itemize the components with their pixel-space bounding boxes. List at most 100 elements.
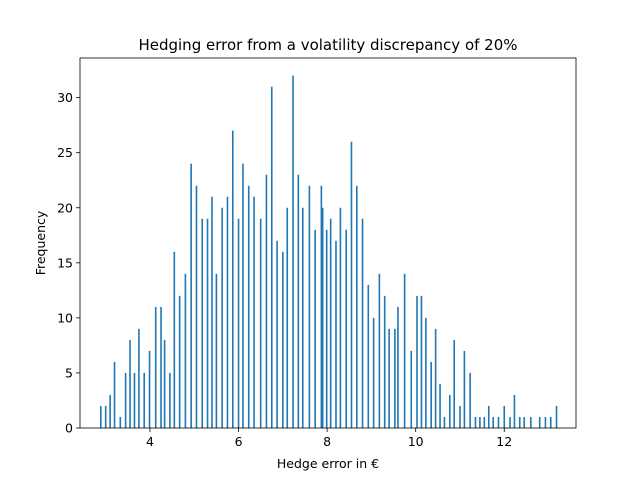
histogram-bar	[503, 405, 506, 428]
histogram-bar	[201, 218, 204, 428]
y-tick-label: 25	[57, 145, 73, 160]
bars-group	[100, 75, 558, 429]
histogram-bar	[474, 416, 477, 428]
histogram-bar	[383, 295, 386, 428]
histogram-bar	[513, 394, 516, 428]
histogram-bar	[124, 372, 127, 428]
histogram-bar	[231, 130, 234, 428]
histogram-bar	[242, 163, 244, 428]
histogram-bar	[538, 416, 541, 428]
histogram-bar	[154, 306, 157, 428]
histogram-bar	[403, 273, 406, 428]
histogram-bar	[329, 218, 332, 428]
histogram-bar	[388, 328, 390, 428]
histogram-bar	[265, 174, 268, 428]
histogram-bar	[308, 185, 311, 428]
y-tick-label: 5	[65, 365, 73, 380]
histogram-bar	[143, 372, 146, 428]
plot-frame	[79, 57, 577, 429]
histogram-bar	[206, 218, 209, 428]
histogram-bar	[178, 295, 181, 428]
histogram-bar	[483, 416, 486, 428]
histogram-bar	[492, 416, 494, 428]
y-tick-label: 0	[65, 421, 73, 436]
histogram-bar	[555, 405, 558, 428]
histogram-bar	[301, 207, 304, 428]
x-axis: 4 6 8 10 12	[146, 428, 512, 449]
histogram-bar	[434, 328, 437, 428]
histogram-bar	[378, 273, 381, 428]
histogram-bar	[394, 328, 396, 428]
histogram-bar	[397, 306, 399, 428]
histogram-bar	[276, 240, 278, 428]
histogram-bar	[425, 317, 427, 428]
histogram-bar	[430, 361, 432, 428]
histogram-bar	[410, 350, 413, 428]
histogram-bar	[320, 185, 323, 428]
y-tick-label: 10	[57, 310, 73, 325]
histogram-bar	[133, 372, 136, 428]
histogram-bar	[113, 361, 116, 428]
histogram-bar	[282, 251, 284, 428]
histogram-bar	[361, 218, 364, 428]
histogram-bar	[355, 185, 358, 428]
histogram-bar	[190, 163, 192, 428]
histogram-bar	[221, 207, 223, 428]
histogram-bar	[253, 196, 255, 428]
histogram-bar	[100, 405, 102, 428]
y-axis-label: Frequency	[33, 210, 48, 275]
histogram-bar	[247, 185, 250, 428]
histogram-bar	[518, 416, 521, 428]
y-tick-label: 30	[57, 90, 73, 105]
histogram-bar	[509, 416, 511, 428]
histogram-bar	[523, 416, 525, 428]
histogram-bar	[530, 416, 532, 428]
x-tick-label: 8	[323, 434, 331, 449]
histogram-bar	[544, 416, 547, 428]
chart-title: Hedging error from a volatility discrepa…	[138, 36, 517, 54]
histogram-bar	[345, 229, 347, 428]
histogram-bar	[163, 339, 166, 428]
x-tick-label: 4	[146, 434, 154, 449]
histogram-bar	[463, 350, 466, 428]
histogram-bar	[129, 339, 131, 428]
histogram-bar	[453, 339, 456, 428]
histogram-bar	[416, 295, 418, 428]
histogram-bar	[297, 174, 300, 428]
histogram-bar	[448, 394, 451, 428]
histogram-bar	[372, 317, 375, 428]
y-tick-label: 15	[57, 255, 73, 270]
histogram-bar	[350, 141, 353, 428]
histogram-bar	[325, 229, 328, 428]
histogram-bar	[270, 86, 273, 428]
histogram-bar	[184, 273, 187, 428]
histogram-bar	[138, 328, 140, 428]
histogram-bar	[314, 229, 316, 428]
histogram-bar	[286, 207, 289, 428]
histogram-bar	[104, 405, 107, 428]
histogram-bar	[160, 306, 162, 428]
histogram-bar	[211, 196, 213, 428]
histogram-bar	[497, 416, 500, 428]
histogram-bar	[119, 416, 122, 428]
histogram-bar	[420, 295, 423, 428]
x-tick-label: 10	[408, 434, 424, 449]
histogram-bar	[237, 218, 240, 428]
x-axis-label: Hedge error in €	[277, 456, 379, 471]
histogram-bar	[292, 75, 294, 429]
histogram-bar	[479, 416, 481, 428]
histogram-bar	[169, 372, 171, 428]
histogram-bar	[487, 405, 490, 428]
histogram-bar	[459, 405, 461, 428]
y-tick-label: 20	[57, 200, 73, 215]
y-axis: 0 5 10 15 20 25 30	[57, 90, 80, 436]
histogram-bar	[443, 416, 446, 428]
histogram-bar	[109, 394, 111, 428]
histogram-bar	[439, 383, 441, 428]
histogram-bar	[469, 372, 471, 428]
histogram-bar	[226, 196, 229, 428]
histogram-bar	[549, 416, 552, 428]
histogram-bar	[195, 185, 198, 428]
histogram-bar	[148, 350, 151, 428]
